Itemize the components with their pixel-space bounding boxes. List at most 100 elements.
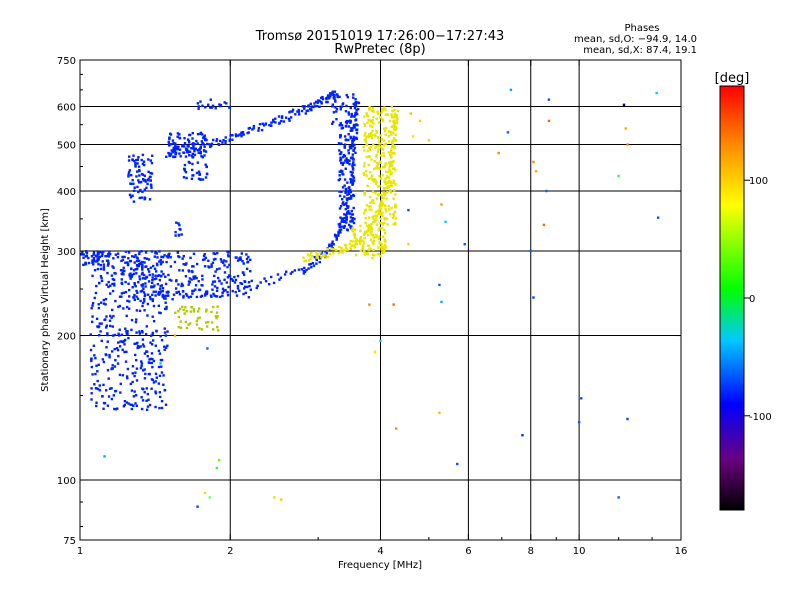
data-point (234, 278, 238, 282)
data-point (141, 268, 144, 271)
data-point (390, 105, 393, 109)
data-point (109, 324, 112, 328)
data-point (353, 228, 357, 231)
data-point (204, 321, 208, 324)
data-point (351, 168, 355, 171)
data-point (148, 295, 152, 299)
data-point (218, 279, 221, 283)
data-point (174, 144, 177, 147)
data-point (370, 109, 374, 112)
data-point (185, 326, 189, 330)
data-point (93, 354, 96, 357)
data-point (215, 466, 219, 470)
data-point (152, 304, 156, 308)
data-point (348, 162, 351, 166)
data-point (252, 127, 255, 130)
data-point (383, 192, 386, 195)
data-point (152, 285, 155, 289)
data-point (97, 333, 101, 337)
data-point (188, 154, 191, 157)
data-point (94, 356, 97, 360)
data-point (133, 261, 136, 264)
data-point (387, 134, 391, 138)
data-point (163, 297, 166, 300)
data-point (394, 133, 397, 136)
data-point (143, 261, 146, 264)
data-point (172, 155, 175, 158)
data-point (213, 285, 217, 288)
data-point (138, 309, 142, 313)
data-point (270, 121, 273, 124)
data-point (102, 360, 106, 364)
data-point (82, 256, 85, 259)
data-point (396, 109, 399, 113)
data-point (341, 198, 344, 201)
data-point (110, 367, 113, 371)
data-point (221, 291, 224, 294)
data-point (135, 175, 138, 178)
data-point (239, 282, 242, 285)
data-point (203, 294, 207, 297)
data-point (159, 274, 163, 278)
data-point (166, 294, 169, 297)
data-point (262, 124, 266, 127)
data-point (89, 348, 93, 352)
data-point (125, 332, 128, 335)
data-point (385, 170, 388, 173)
data-point (338, 245, 341, 249)
data-point (338, 222, 342, 226)
data-point (239, 258, 243, 261)
data-point (392, 137, 396, 140)
data-point (116, 252, 120, 255)
data-point (325, 252, 328, 255)
data-point (427, 139, 431, 142)
data-point (186, 138, 190, 141)
data-point (200, 133, 204, 136)
data-point (124, 250, 128, 253)
data-point (354, 105, 357, 108)
data-point (347, 125, 351, 128)
data-point (191, 174, 194, 177)
data-point (356, 107, 360, 111)
data-point (146, 293, 150, 296)
data-point (182, 254, 186, 258)
data-point (394, 203, 397, 206)
data-point (332, 243, 335, 246)
data-point (377, 144, 381, 147)
data-point (154, 251, 157, 255)
data-point (195, 319, 199, 323)
data-point (138, 275, 141, 278)
data-point (256, 284, 259, 288)
data-point (351, 129, 354, 132)
data-point (339, 205, 343, 208)
data-point (127, 307, 131, 310)
data-point (353, 217, 356, 221)
data-point (132, 269, 136, 272)
data-point (345, 122, 349, 125)
data-point (95, 364, 98, 367)
data-point (219, 103, 223, 107)
data-point (375, 161, 379, 165)
data-point (379, 145, 382, 148)
data-point (382, 191, 385, 194)
data-point (141, 264, 144, 267)
data-point (303, 266, 306, 270)
data-point (175, 221, 178, 224)
data-point (147, 158, 150, 161)
data-point (150, 172, 154, 175)
data-point (101, 395, 104, 398)
data-point (122, 307, 125, 310)
data-point (125, 375, 129, 378)
data-point (391, 164, 394, 167)
data-point (375, 214, 379, 217)
data-point (348, 242, 352, 246)
data-point (245, 257, 249, 261)
data-point (105, 315, 108, 318)
data-point (136, 265, 139, 268)
data-point (90, 359, 93, 363)
data-point (187, 283, 190, 286)
data-point (150, 387, 153, 390)
data-point (390, 115, 394, 119)
data-point (133, 186, 136, 189)
